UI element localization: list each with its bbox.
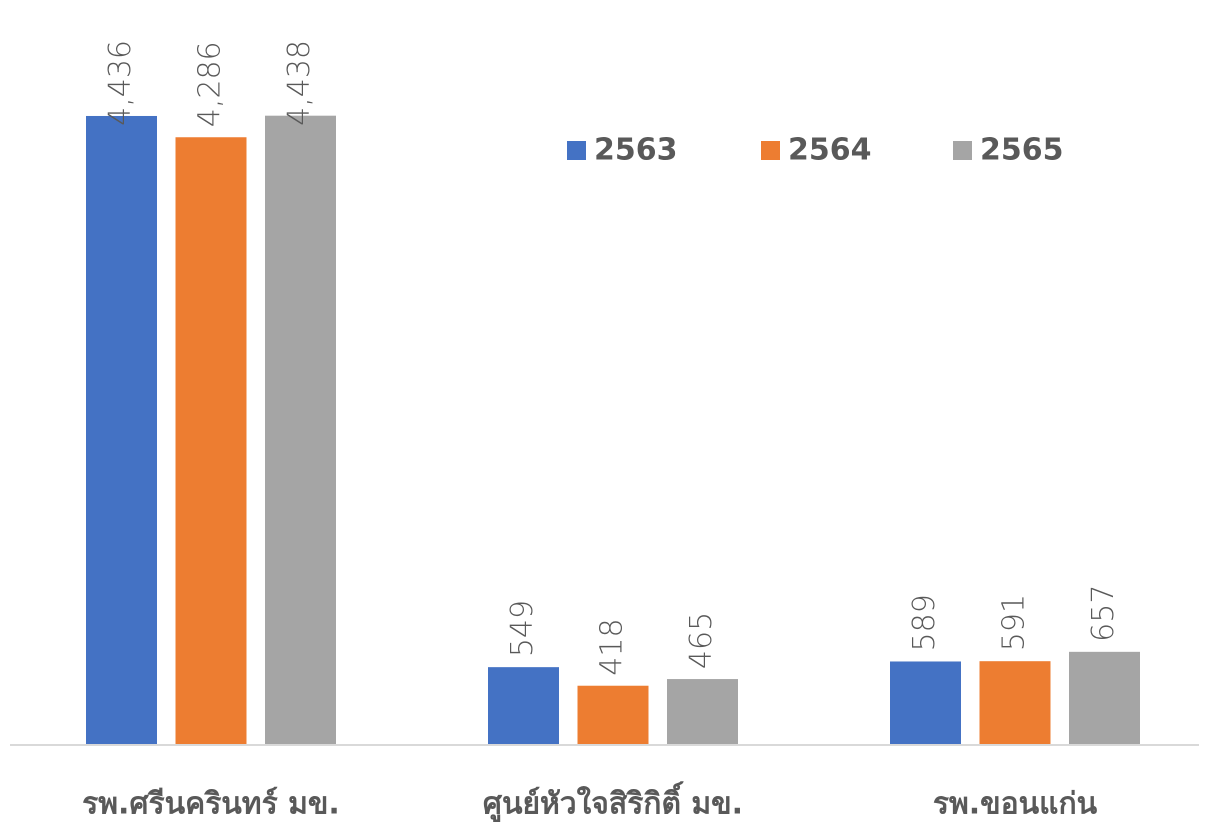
x-tick-label: รพ.ขอนแก่น <box>933 787 1098 822</box>
data-label: 549 <box>505 600 540 657</box>
bar <box>86 115 157 745</box>
legend-label: 2564 <box>788 133 872 168</box>
x-tick-label: รพ.ศรีนครินทร์ มข. <box>82 787 340 822</box>
data-label: 589 <box>907 594 942 651</box>
data-label: 591 <box>997 594 1032 651</box>
bar <box>577 685 649 745</box>
legend-swatch <box>761 141 780 160</box>
bar <box>979 661 1051 745</box>
data-label: 4,286 <box>193 41 228 127</box>
bar <box>890 661 961 745</box>
data-label: 4,436 <box>103 40 138 126</box>
data-label: 465 <box>684 612 719 669</box>
bar <box>667 679 738 745</box>
legend-label: 2563 <box>594 133 678 168</box>
bar <box>488 667 559 745</box>
x-tick-label: ศูนย์หัวใจสิริกิติ์ มข. <box>483 781 743 823</box>
data-label: 418 <box>595 618 630 675</box>
bar <box>175 137 247 746</box>
legend-swatch <box>567 141 586 160</box>
data-label: 4,438 <box>282 40 317 126</box>
legend-label: 2565 <box>980 133 1064 168</box>
legend-swatch <box>953 141 972 160</box>
bar <box>265 115 336 746</box>
data-label: 657 <box>1086 585 1121 642</box>
bar <box>1069 651 1140 745</box>
